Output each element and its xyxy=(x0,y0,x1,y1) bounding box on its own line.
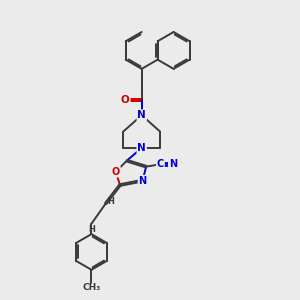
Text: H: H xyxy=(88,225,95,234)
Text: N: N xyxy=(139,176,147,186)
Text: H: H xyxy=(108,196,115,206)
Text: CH₃: CH₃ xyxy=(82,283,100,292)
Text: O: O xyxy=(121,95,130,105)
Text: N: N xyxy=(169,159,177,169)
Text: N: N xyxy=(137,110,146,120)
Text: N: N xyxy=(137,143,146,153)
Text: O: O xyxy=(112,167,120,177)
Text: C: C xyxy=(157,159,164,169)
